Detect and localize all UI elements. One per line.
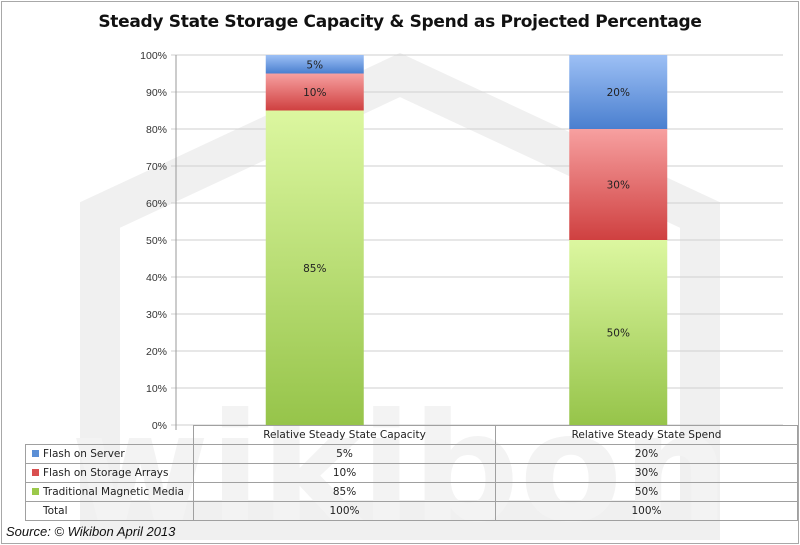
legend-swatch-red: [32, 469, 39, 476]
table-cell: 85%: [193, 482, 496, 502]
table-cell: 100%: [495, 501, 798, 521]
table-row: Traditional Magnetic Media 85% 50%: [25, 482, 798, 502]
bar-data-label: 20%: [607, 87, 630, 99]
row-label: Flash on Server: [43, 448, 125, 460]
source-note: Source: © Wikibon April 2013: [6, 524, 176, 539]
row-label: Total: [25, 501, 194, 521]
table-cell: 30%: [495, 463, 798, 483]
table-row-total: Total 100% 100%: [25, 501, 798, 521]
table-cell: 20%: [495, 444, 798, 464]
column-header: Relative Steady State Spend: [495, 425, 798, 445]
bar-segment-traditional-magnetic-media: [265, 110, 364, 425]
y-tick-label: 90%: [146, 87, 167, 99]
table-row: Flash on Storage Arrays 10% 30%: [25, 463, 798, 483]
y-tick-label: 60%: [146, 198, 167, 210]
chart-title: Steady State Storage Capacity & Spend as…: [98, 12, 702, 32]
data-table-header: Relative Steady State Capacity Relative …: [25, 425, 798, 445]
y-tick-label: 70%: [146, 161, 167, 173]
y-tick-label: 10%: [146, 383, 167, 395]
table-cell: 100%: [193, 501, 496, 521]
bar-segment-traditional-magnetic-media: [569, 240, 668, 425]
y-tick-label: 30%: [146, 309, 167, 321]
y-tick-label: 50%: [146, 235, 167, 247]
data-table: Relative Steady State Capacity Relative …: [25, 425, 798, 521]
bar-data-label: 50%: [607, 328, 630, 340]
column-header: Relative Steady State Capacity: [193, 425, 496, 445]
row-label: Traditional Magnetic Media: [43, 486, 184, 498]
bar-segment-flash-on-server: [265, 55, 364, 74]
table-cell: 10%: [193, 463, 496, 483]
bar-segment-flash-on-server: [569, 55, 668, 129]
legend-swatch-blue: [32, 450, 39, 457]
bar-segment-flash-on-storage-arrays: [569, 129, 668, 240]
y-tick-label: 80%: [146, 124, 167, 136]
legend-swatch-green: [32, 488, 39, 495]
bar-data-label: 10%: [303, 87, 326, 99]
table-row: Flash on Server 5% 20%: [25, 444, 798, 464]
bar-data-label: 30%: [607, 180, 630, 192]
y-tick-label: 100%: [140, 50, 167, 62]
bar-segment-flash-on-storage-arrays: [265, 73, 364, 111]
row-label: Flash on Storage Arrays: [43, 467, 169, 479]
y-tick-label: 40%: [146, 272, 167, 284]
y-tick-label: 20%: [146, 346, 167, 358]
table-cell: 5%: [193, 444, 496, 464]
bar-data-label: 85%: [303, 263, 326, 275]
table-cell: 50%: [495, 482, 798, 502]
bar-data-label: 5%: [306, 59, 323, 71]
